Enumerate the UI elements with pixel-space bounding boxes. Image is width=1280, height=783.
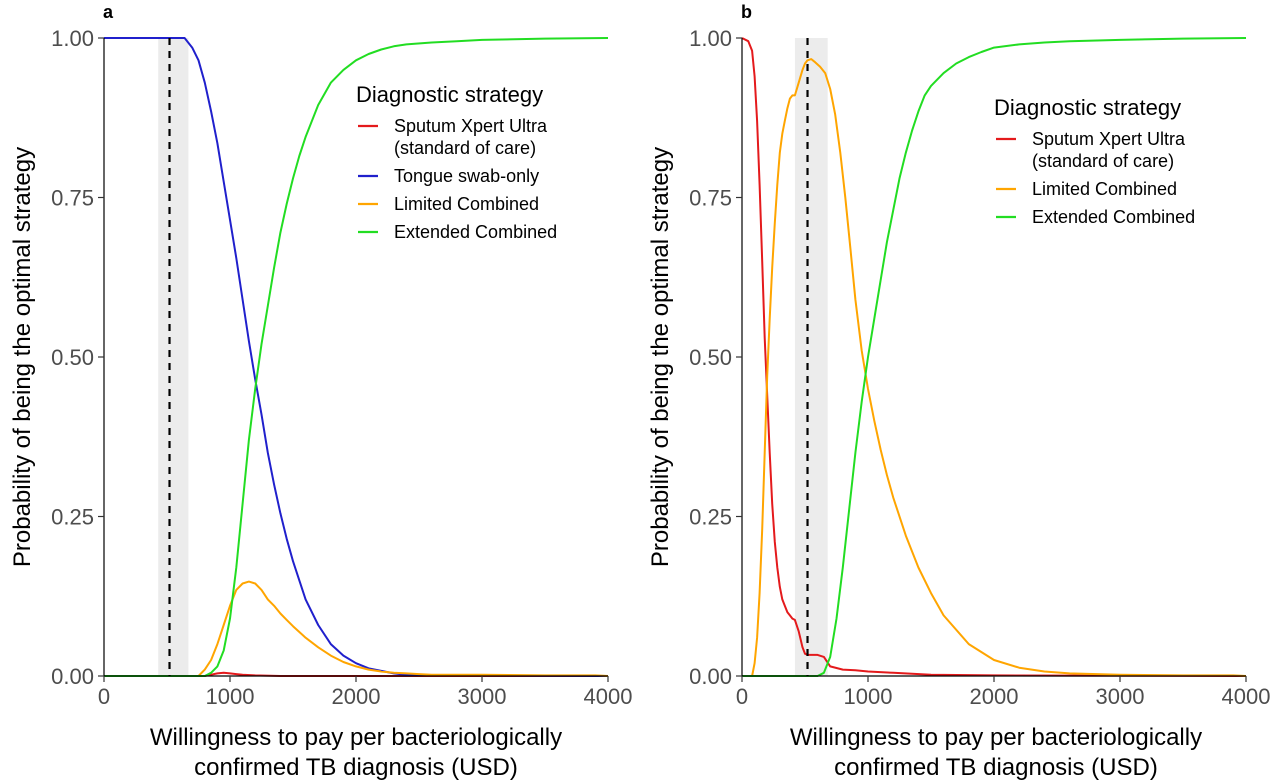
series-line-2	[104, 580, 609, 677]
panel-label: a	[103, 2, 114, 22]
x-axis-title-line1: Willingness to pay per bacteriologically	[790, 724, 1202, 751]
y-tick-label: 1.00	[689, 26, 732, 51]
series-lines	[741, 37, 1247, 677]
x-tick-label: 0	[98, 684, 110, 709]
legend-label-2: Limited Combined	[394, 194, 539, 214]
series-line-1	[742, 58, 1247, 677]
series-line-2	[742, 37, 1247, 677]
legend-entries: Sputum Xpert Ultra (standard of care) Tong…	[358, 116, 557, 242]
y-tick-label: 0.00	[689, 664, 732, 689]
legend-label-3: Extended Combined	[394, 222, 557, 242]
y-axis-title: Probability of being the optimal strateg…	[647, 147, 674, 567]
panel-a: a 0 1000 2000 3000 40000.000.250.500.751.00 …	[9, 2, 632, 781]
legend-label-1: Limited Combined	[1032, 179, 1177, 199]
legend-label-0: Sputum Xpert Ultra (standard of care)	[394, 116, 548, 158]
y-tick-label: 0.75	[51, 186, 94, 211]
axis-ticks: 0 1000 2000 3000 4000 0.00 0.25 0.50 0.75 1.00	[689, 26, 1270, 709]
legend: Diagnostic strategy Sputum Xpert Ultra (s…	[994, 95, 1195, 227]
x-tick-label: 4000	[584, 684, 633, 709]
series-line-0	[741, 37, 1247, 677]
legend-label-1: Tongue swab-only	[394, 166, 539, 186]
x-axis-title-line2: confirmed TB diagnosis (USD)	[194, 754, 518, 781]
legend-title: Diagnostic strategy	[994, 95, 1181, 120]
series-line-1	[104, 37, 609, 677]
x-axis-title-line1: Willingness to pay per bacteriologically	[150, 724, 562, 751]
x-tick-label: 3000	[458, 684, 507, 709]
y-tick-label: 0.50	[51, 345, 94, 370]
panel-b: b 0 1000 2000 3000 40000.000.250.500.751.00 …	[647, 2, 1270, 781]
legend: Diagnostic strategy Sputum Xpert Ultra (s…	[356, 82, 557, 242]
y-tick-label: 0.25	[689, 505, 732, 530]
y-tick-label: 0.75	[689, 186, 732, 211]
x-tick-label: 2000	[970, 684, 1019, 709]
x-tick-label: 1000	[844, 684, 893, 709]
uncertainty-band	[158, 38, 189, 676]
legend-title: Diagnostic strategy	[356, 82, 543, 107]
axis-ticks: 0 1000 2000 3000 4000 0.00 0.25 0.50 0.75 1.00	[51, 26, 632, 709]
series-line-3	[104, 37, 609, 677]
legend-label-2: Extended Combined	[1032, 207, 1195, 227]
panel-label: b	[741, 2, 752, 22]
legend-label-0: Sputum Xpert Ultra (standard of care)	[1032, 129, 1186, 171]
shaded-band	[794, 38, 828, 676]
x-axis-title-line2: confirmed TB diagnosis (USD)	[834, 754, 1158, 781]
x-tick-label: 1000	[206, 684, 255, 709]
uncertainty-band	[794, 38, 828, 676]
y-axis-title: Probability of being the optimal strateg…	[9, 147, 36, 567]
y-tick-label: 1.00	[51, 26, 94, 51]
y-tick-label: 0.25	[51, 505, 94, 530]
legend-entries: Sputum Xpert Ultra (standard of care) Limi…	[996, 129, 1195, 227]
y-tick-label: 0.00	[51, 664, 94, 689]
shaded-band	[158, 38, 189, 676]
x-tick-label: 4000	[1222, 684, 1271, 709]
x-tick-label: 2000	[332, 684, 381, 709]
x-tick-label: 3000	[1096, 684, 1145, 709]
y-tick-label: 0.50	[689, 345, 732, 370]
x-tick-label: 0	[736, 684, 748, 709]
